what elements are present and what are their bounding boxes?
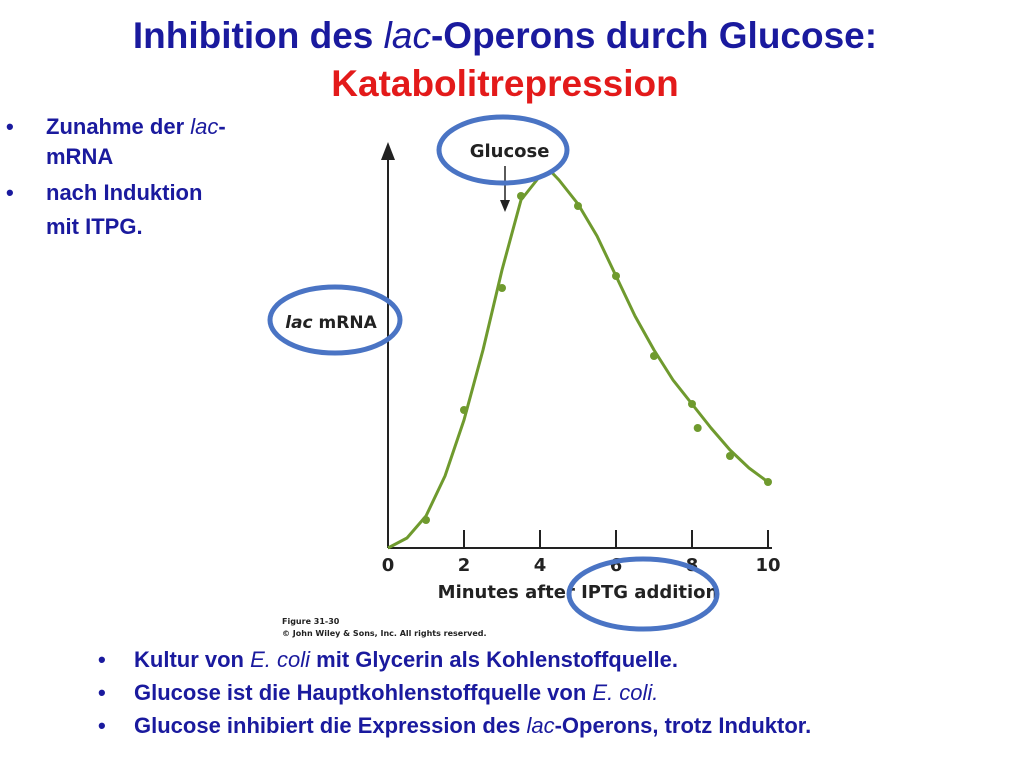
- x-tick-label: 4: [534, 555, 547, 576]
- x-tick-label: 10: [755, 555, 780, 576]
- chart: lac mRNA Minutes after IPTG addition Fig…: [282, 141, 781, 638]
- bullet-mark: •: [98, 713, 106, 738]
- annotation: Glucose: [470, 141, 550, 162]
- highlight-ellipses: [267, 114, 720, 632]
- bullet-text: Kultur von E. coli mit Glycerin als Kohl…: [134, 647, 678, 672]
- highlight: [566, 556, 720, 632]
- bullet-part: mit Glycerin als Kohlenstoffquelle.: [310, 647, 678, 672]
- slide-subtitle: Katabolitrepression: [331, 63, 678, 104]
- x-tick-label: 2: [458, 555, 471, 576]
- bullet-part: -: [218, 114, 225, 139]
- bullet-mark: •: [98, 680, 106, 705]
- bullet-text: Zunahme der lac-: [46, 114, 226, 139]
- title-part: -Operons durch Glucose:: [431, 15, 877, 56]
- bullet-text: Glucose ist die Hauptkohlenstoffquelle v…: [134, 680, 658, 705]
- x-tick-label: 0: [382, 555, 395, 576]
- slide-title: Inhibition des lac-Operons durch Glucose…: [133, 15, 877, 56]
- data-point: [726, 452, 734, 460]
- data-point: [498, 284, 506, 292]
- bullet-text: nach Induktion: [46, 180, 202, 205]
- side-bullets: • Zunahme der lac- mRNA • nach Induktion…: [6, 114, 226, 239]
- bullet-text: Glucose inhibiert die Expression des lac…: [134, 713, 811, 738]
- title-part: lac: [384, 15, 432, 56]
- bullet-part: Glucose ist die Hauptkohlenstoffquelle v…: [134, 680, 592, 705]
- bullet-text: mit ITPG.: [46, 214, 143, 239]
- annotation-arrowhead: [500, 200, 510, 212]
- bullet-mark: •: [98, 647, 106, 672]
- bullet-part: E. coli.: [592, 680, 658, 705]
- highlight: [436, 114, 570, 186]
- bullet-part: Glucose inhibiert die Expression des: [134, 713, 526, 738]
- label-part: mRNA: [313, 313, 378, 333]
- bottom-bullets: • Kultur von E. coli mit Glycerin als Ko…: [98, 647, 811, 738]
- highlight: [267, 284, 403, 356]
- label-part: lac: [285, 313, 312, 333]
- bullet-part: Zunahme der: [46, 114, 190, 139]
- bullet-text: mRNA: [46, 144, 113, 169]
- title-part: Inhibition des: [133, 15, 384, 56]
- copyright: © John Wiley & Sons, Inc. All rights res…: [282, 629, 487, 638]
- data-point: [693, 424, 702, 432]
- bullet-mark: •: [6, 180, 14, 205]
- bullet-part: Kultur von: [134, 647, 250, 672]
- bullet-mark: •: [6, 114, 14, 139]
- figure-caption: Figure 31-30: [282, 617, 340, 626]
- bullet-part: E. coli: [250, 647, 311, 672]
- x-axis-label: Minutes after IPTG addition: [438, 582, 719, 603]
- y-axis-arrow: [381, 142, 395, 160]
- bullet-part: -Operons, trotz Induktor.: [555, 713, 812, 738]
- fit-curve: [387, 170, 769, 550]
- bullet-part: lac: [190, 114, 218, 139]
- bullet-part: lac: [526, 713, 554, 738]
- y-axis-label: lac mRNA: [285, 313, 377, 333]
